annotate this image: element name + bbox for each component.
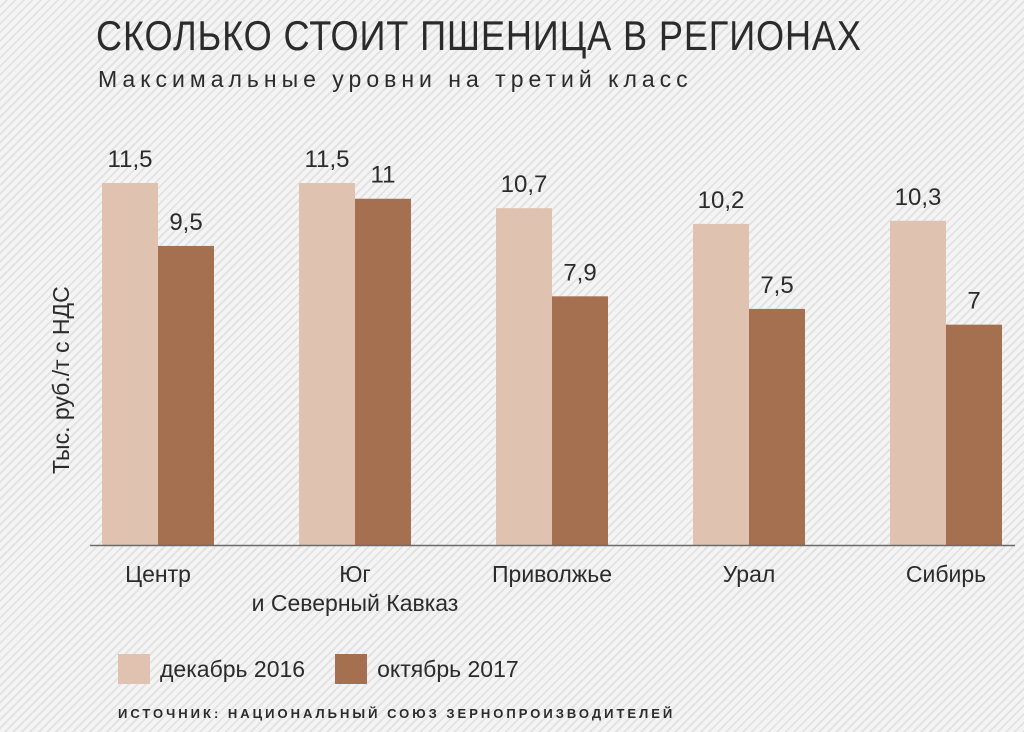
bar-dec2016-4 <box>890 220 946 545</box>
legend-item-dec2016: декабрь 2016 <box>118 654 305 684</box>
bar-dec2016-3 <box>693 223 749 545</box>
data-label: 10,7 <box>501 171 548 198</box>
bar-dec2016-1 <box>299 183 355 545</box>
legend-swatch-oct2017 <box>335 654 368 684</box>
bar-oct2017-0 <box>158 245 214 545</box>
bar-oct2017-1 <box>355 198 411 545</box>
data-label: 10,3 <box>895 184 942 211</box>
legend-label-dec2016: декабрь 2016 <box>160 655 306 682</box>
legend-item-oct2017: октябрь 2017 <box>335 654 519 684</box>
x-tick-label: Юг <box>339 561 371 587</box>
bar-oct2017-2 <box>552 296 608 545</box>
legend: декабрь 2016 октябрь 2017 <box>118 654 549 684</box>
x-tick-label: Сибирь <box>906 561 986 587</box>
legend-label-oct2017: октябрь 2017 <box>377 655 519 682</box>
bar-chart: 11,5 9,5 Центр 11,5 11 Юг и Северный Кавказ 10,… <box>90 146 1015 616</box>
data-label: 7 <box>967 288 980 315</box>
data-label: 9,5 <box>169 209 202 236</box>
data-label: 10,2 <box>698 187 745 214</box>
x-tick-label: Урал <box>723 561 776 587</box>
bar-oct2017-4 <box>946 324 1002 545</box>
data-label: 11 <box>371 162 396 189</box>
x-tick-label: Центр <box>125 561 191 587</box>
data-label: 7,9 <box>563 259 596 286</box>
x-tick-label: и Северный Кавказ <box>252 590 459 616</box>
bar-dec2016-2 <box>496 208 552 545</box>
source-note: ИСТОЧНИК: НАЦИОНАЛЬНЫЙ СОЮЗ ЗЕРНОПРОИЗВО… <box>118 706 676 721</box>
data-label: 7,5 <box>760 272 793 299</box>
legend-swatch-dec2016 <box>118 654 150 684</box>
bar-oct2017-3 <box>749 308 805 545</box>
data-label: 11,5 <box>305 146 350 173</box>
bar-dec2016-0 <box>102 183 158 545</box>
chart-subtitle: Максимальные уровни на третий класс <box>98 66 693 92</box>
chart-title: СКОЛЬКО СТОИТ ПШЕНИЦА В РЕГИОНАХ <box>96 12 862 59</box>
data-label: 11,5 <box>108 146 153 173</box>
x-tick-label: Приволжье <box>492 561 612 587</box>
